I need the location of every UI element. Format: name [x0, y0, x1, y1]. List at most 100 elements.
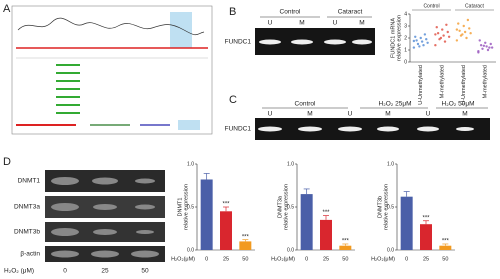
group-label: Control [280, 9, 302, 16]
point [420, 40, 424, 43]
row-label: DNMT1 [18, 178, 41, 185]
point [442, 34, 445, 37]
panel-label: D [3, 156, 11, 168]
x-tick-label: 25 [423, 256, 429, 262]
dose-label: 50 [141, 268, 149, 275]
x-label: H₂O₂ (μM) [4, 268, 34, 275]
lane-label: M [462, 111, 467, 118]
x-tick-label: U-Unmethylated [418, 65, 424, 105]
lane-label: M [299, 20, 304, 27]
point [479, 44, 483, 47]
lane-label: U [268, 20, 273, 27]
point [446, 30, 449, 34]
point [484, 41, 487, 44]
sequence-screenshot [11, 5, 213, 135]
x-tick-label: 25 [323, 256, 329, 262]
bar [239, 241, 252, 250]
point [490, 46, 494, 49]
y-tick-label: 1.0 [287, 161, 294, 167]
significance: *** [442, 239, 450, 245]
y-tick-label: 0.5 [187, 204, 194, 210]
row-label: β-actin [20, 251, 40, 258]
point [418, 45, 421, 48]
row-label: FUNDC1 [225, 126, 252, 133]
group-label: Control [423, 3, 439, 9]
x-tick-label: M-methylated [483, 65, 489, 98]
significance: *** [422, 215, 430, 221]
point [455, 39, 459, 42]
point [466, 18, 470, 22]
group-label: H₂O₂ 25μM [379, 101, 412, 108]
x-tick-label: 50 [442, 256, 448, 262]
lane-label: U [348, 111, 353, 118]
y-tick-label: 2 [404, 35, 407, 41]
y-axis-label: FUNDC1 mRNA [390, 18, 396, 58]
point [455, 28, 459, 31]
point [461, 33, 464, 36]
lane-label: M [359, 20, 364, 27]
bar [320, 219, 332, 250]
point [423, 33, 427, 36]
bar [420, 224, 432, 250]
y-axis-label: relative expression [396, 15, 402, 61]
y-tick-label: 1.0 [187, 161, 194, 167]
point [482, 44, 486, 47]
point [445, 23, 448, 26]
point [441, 28, 444, 31]
x-axis-label: H₂O₂(μM) [271, 256, 295, 262]
lane-label: U [268, 111, 273, 118]
point [477, 50, 480, 53]
point [485, 45, 488, 48]
point [488, 46, 491, 49]
dose-label: 25 [101, 268, 109, 275]
lane-label: U [333, 20, 338, 27]
group-label: Cataract [465, 3, 485, 9]
point [422, 44, 425, 47]
point [463, 30, 467, 34]
point [478, 39, 481, 42]
row-label: DNMT3b [14, 229, 40, 236]
dose-label: 0 [63, 268, 67, 275]
lane-label: M [385, 111, 390, 118]
point [435, 26, 438, 29]
point [489, 42, 492, 46]
point [425, 38, 428, 41]
y-tick-label: 4 [404, 11, 407, 17]
y-tick-label: 0.0 [187, 247, 194, 253]
point [443, 40, 447, 43]
group-label: Control [295, 101, 317, 108]
point [458, 29, 461, 32]
y-axis-label: DNMT3b [377, 196, 383, 218]
point [462, 24, 465, 28]
bar [339, 245, 352, 250]
significance: *** [322, 210, 330, 216]
y-axis-label: DNMT3a [277, 195, 283, 218]
point [465, 36, 468, 40]
x-tick-label: 0 [205, 256, 208, 262]
panel-label: A [3, 3, 11, 15]
y-tick-label: 1.0 [387, 161, 394, 167]
y-tick-label: 0.5 [287, 204, 294, 210]
bar [200, 179, 213, 250]
x-tick-label: U-Unmethylated [461, 65, 467, 105]
point [457, 22, 460, 25]
group-label: H₂O₂ 50μM [442, 101, 475, 108]
point [447, 35, 451, 38]
x-tick-label: 0 [305, 256, 308, 262]
significance: *** [242, 234, 250, 240]
x-tick-label: M-methylated [440, 65, 446, 98]
y-axis-label: relative expression [283, 184, 289, 230]
y-axis-label: DNMT1 [177, 198, 183, 217]
y-tick-label: 0.0 [387, 247, 394, 253]
lane-label: U [426, 111, 431, 118]
x-tick-label: 25 [223, 256, 229, 262]
point [469, 32, 472, 35]
row-label: FUNDC1 [225, 39, 252, 46]
point [414, 35, 417, 38]
point [412, 39, 416, 43]
y-tick-label: 0 [404, 59, 407, 65]
point [439, 36, 443, 40]
point [468, 27, 471, 30]
point [416, 42, 420, 46]
